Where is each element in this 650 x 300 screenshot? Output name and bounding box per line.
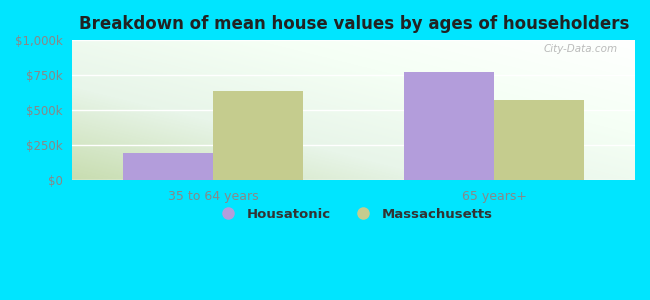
Bar [404,71,495,180]
Bar [123,153,213,180]
Bar [213,91,303,180]
Bar [495,100,584,180]
Title: Breakdown of mean house values by ages of householders: Breakdown of mean house values by ages o… [79,15,629,33]
Legend: Housatonic, Massachusetts: Housatonic, Massachusetts [209,203,498,226]
Text: City-Data.com: City-Data.com [544,44,618,54]
